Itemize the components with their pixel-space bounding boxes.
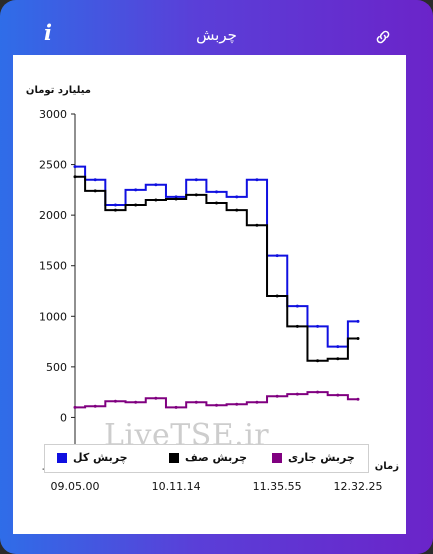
data-point [215, 201, 218, 205]
data-point [215, 403, 218, 407]
data-point [336, 345, 340, 349]
data-point [93, 178, 97, 182]
y-tick-label: 1000 [39, 310, 67, 323]
x-axis-label: زمان [375, 461, 399, 472]
data-point [295, 304, 299, 308]
data-point [275, 294, 279, 298]
data-point [113, 203, 117, 207]
legend-swatch-total [57, 453, 67, 463]
x-tick-label: 12.32.25 [334, 480, 383, 493]
data-point [134, 400, 138, 404]
data-point [154, 198, 158, 202]
x-tick-label: 11.35.55 [253, 480, 302, 493]
y-tick-label: 3000 [39, 108, 67, 121]
data-point [336, 393, 340, 397]
legend-swatch-queue [169, 453, 179, 463]
legend-label-queue: چربش صف [185, 451, 248, 464]
info-icon[interactable]: i [44, 20, 52, 45]
data-point [255, 400, 259, 404]
data-point [295, 324, 299, 328]
data-point [275, 394, 279, 398]
data-point [215, 190, 218, 194]
y-tick-label: 0 [60, 411, 67, 424]
data-point [235, 195, 239, 199]
data-point [154, 183, 158, 187]
data-point [336, 357, 340, 361]
series-layer [73, 165, 360, 409]
data-point [275, 254, 279, 258]
y-tick-label: 2500 [39, 159, 67, 172]
data-point [316, 359, 320, 363]
data-point [73, 175, 77, 179]
page-title: چربش [196, 26, 237, 44]
legend-label-current: چربش جاری [288, 451, 355, 464]
x-tick-label: 10.11.14 [152, 480, 201, 493]
x-tick-label: 09.05.00 [51, 480, 100, 493]
y-tick-label: 1500 [39, 260, 67, 273]
data-point [174, 197, 178, 201]
data-point [295, 392, 299, 396]
data-point [194, 193, 198, 197]
data-point [255, 178, 259, 182]
chart-legend: چربش کل چربش صف چربش جاری [44, 444, 369, 473]
data-point [356, 319, 360, 323]
y-axis-label: میلیارد تومان [26, 85, 91, 96]
data-point [235, 208, 239, 212]
data-point [93, 404, 97, 408]
data-point [194, 400, 198, 404]
data-point [316, 324, 320, 328]
data-point [154, 396, 158, 400]
data-point [73, 405, 77, 409]
data-point [134, 203, 138, 207]
series-line-0 [75, 165, 358, 348]
data-point [134, 188, 138, 192]
legend-swatch-current [272, 453, 282, 463]
data-point [113, 208, 117, 212]
data-point [316, 390, 320, 394]
data-point [235, 402, 239, 406]
data-point [73, 165, 77, 169]
data-point [356, 337, 360, 341]
data-point [174, 405, 178, 409]
data-point [255, 223, 259, 227]
link-icon[interactable] [374, 28, 392, 46]
y-tick-label: 500 [46, 361, 67, 374]
y-tick-label: 2000 [39, 209, 67, 222]
data-point [93, 189, 97, 193]
header-bar: i چربش [0, 0, 433, 56]
data-point [113, 399, 117, 403]
data-point [356, 397, 360, 401]
data-point [194, 178, 198, 182]
legend-label-total: چربش کل [73, 451, 128, 464]
